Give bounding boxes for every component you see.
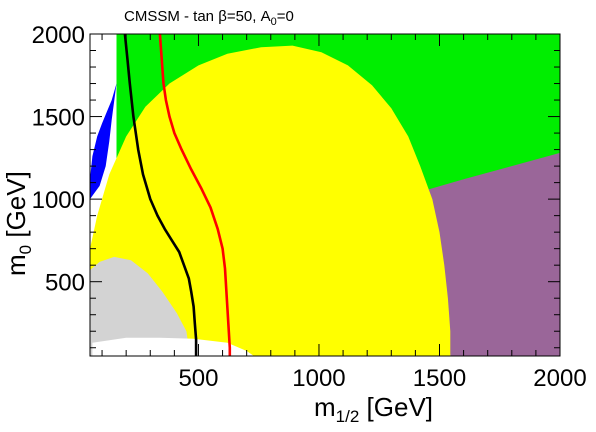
region-grey <box>90 256 189 356</box>
xlabel-unit: [GeV] <box>359 392 433 422</box>
xlabel-main: m <box>314 392 336 422</box>
x-tick-label: 2000 <box>533 365 586 392</box>
y-tick-label: 2000 <box>32 22 85 49</box>
title-beta: β <box>218 8 227 25</box>
title-subscript: 0 <box>271 16 277 28</box>
ylabel-main: m <box>1 254 31 276</box>
region-white-bottom <box>92 337 254 356</box>
chart-title: CMSSM - tan β=50, A0=0 <box>124 8 294 28</box>
ylabel-subscript: 0 <box>16 245 35 254</box>
y-tick-label: 1000 <box>32 187 85 214</box>
series-layer <box>123 34 232 356</box>
x-tick-label: 500 <box>178 365 218 392</box>
title-part-5: =0 <box>277 8 294 25</box>
ticks-layer <box>90 33 561 356</box>
series-line-2 <box>158 34 232 356</box>
x-tick-label: 1500 <box>413 365 466 392</box>
region-white-top <box>90 34 112 129</box>
y-axis-title: m0 [GeV] <box>1 171 35 276</box>
series-line-1 <box>123 34 198 356</box>
title-part-3: =50, A <box>227 8 271 25</box>
xlabel-subscript: 1/2 <box>336 407 360 426</box>
title-part-1: CMSSM - tan <box>124 8 218 25</box>
region-blue <box>90 83 117 200</box>
x-tick-label: 1000 <box>292 365 345 392</box>
x-axis-title: m1/2 [GeV] <box>314 392 433 426</box>
region-purple <box>417 152 560 356</box>
region-yellow <box>90 45 451 356</box>
y-tick-label: 500 <box>45 270 85 297</box>
ylabel-unit: [GeV] <box>1 171 31 245</box>
plot-frame <box>89 33 561 357</box>
labels-layer: 500 1000 1500 2000 500 1000 1500 2000 <box>32 22 587 392</box>
regions-layer <box>90 34 560 356</box>
y-tick-label: 1500 <box>32 105 85 132</box>
